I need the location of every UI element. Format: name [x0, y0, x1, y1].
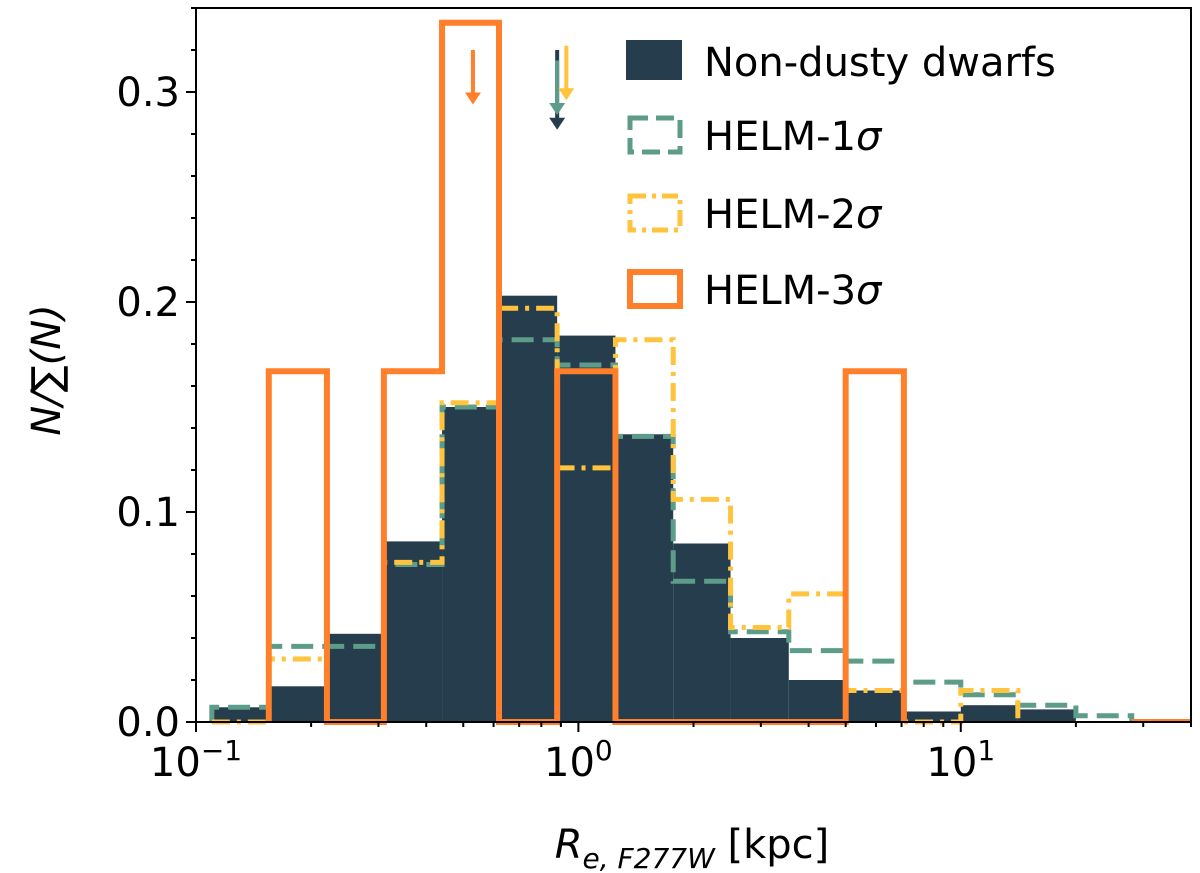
plot-frame — [195, 7, 1192, 723]
bar-non-dusty-10 — [788, 680, 846, 722]
legend-swatch-helm-2sigma — [627, 193, 683, 233]
bar-non-dusty-11 — [845, 690, 904, 722]
x-tick-label-1: 100 — [544, 734, 613, 786]
median-arrow-head-3 — [558, 88, 575, 101]
step-line-helm-1-sigma — [209, 337, 1135, 722]
legend-swatch-helm-1sigma — [627, 115, 683, 155]
bar-non-dusty-4 — [442, 407, 500, 722]
legend-label-helm-3sigma: HELM-3σ — [704, 268, 883, 314]
bar-non-dusty-9 — [730, 638, 789, 722]
bar-non-dusty-6 — [557, 335, 616, 722]
bar-non-dusty-5 — [499, 295, 558, 722]
bar-non-dusty-1 — [268, 686, 327, 722]
y-tick-label-1: 0.1 — [116, 490, 180, 536]
x-tick-label-2: 101 — [926, 734, 995, 786]
legend-label-helm-2sigma: HELM-2σ — [704, 192, 883, 238]
median-arrow-head-2 — [549, 103, 566, 115]
x-tick-label-0: 10−1 — [150, 734, 242, 786]
median-arrow-head-1 — [549, 117, 566, 130]
y-tick-label-2: 0.2 — [116, 280, 180, 326]
legend-swatch-non-dusty — [626, 40, 682, 80]
bar-non-dusty-14 — [1017, 709, 1076, 722]
bar-non-dusty-3 — [383, 541, 443, 722]
legend-swatch-helm-3sigma — [627, 269, 683, 309]
legend: Non-dusty dwarfs HELM-1σ HELM-2σ HELM-3σ — [626, 40, 1056, 314]
y-tick-label-3: 0.3 — [116, 70, 180, 116]
bar-non-dusty-8 — [673, 543, 731, 722]
bars-layer — [211, 295, 1076, 722]
y-tick-label-0: 0.0 — [116, 700, 180, 746]
x-axis-label: Re, F277W [kpc] — [555, 822, 830, 873]
bar-non-dusty-13 — [960, 705, 1018, 722]
bar-non-dusty-0 — [211, 707, 269, 722]
legend-label-helm-1sigma: HELM-1σ — [704, 114, 883, 160]
legend-label-non-dusty: Non-dusty dwarfs — [704, 40, 1056, 86]
bar-non-dusty-12 — [903, 711, 961, 722]
y-axis-label: N/∑(N) — [24, 304, 70, 435]
median-arrows — [464, 45, 575, 130]
median-arrow-head-0 — [464, 92, 481, 105]
bar-non-dusty-7 — [615, 434, 674, 722]
